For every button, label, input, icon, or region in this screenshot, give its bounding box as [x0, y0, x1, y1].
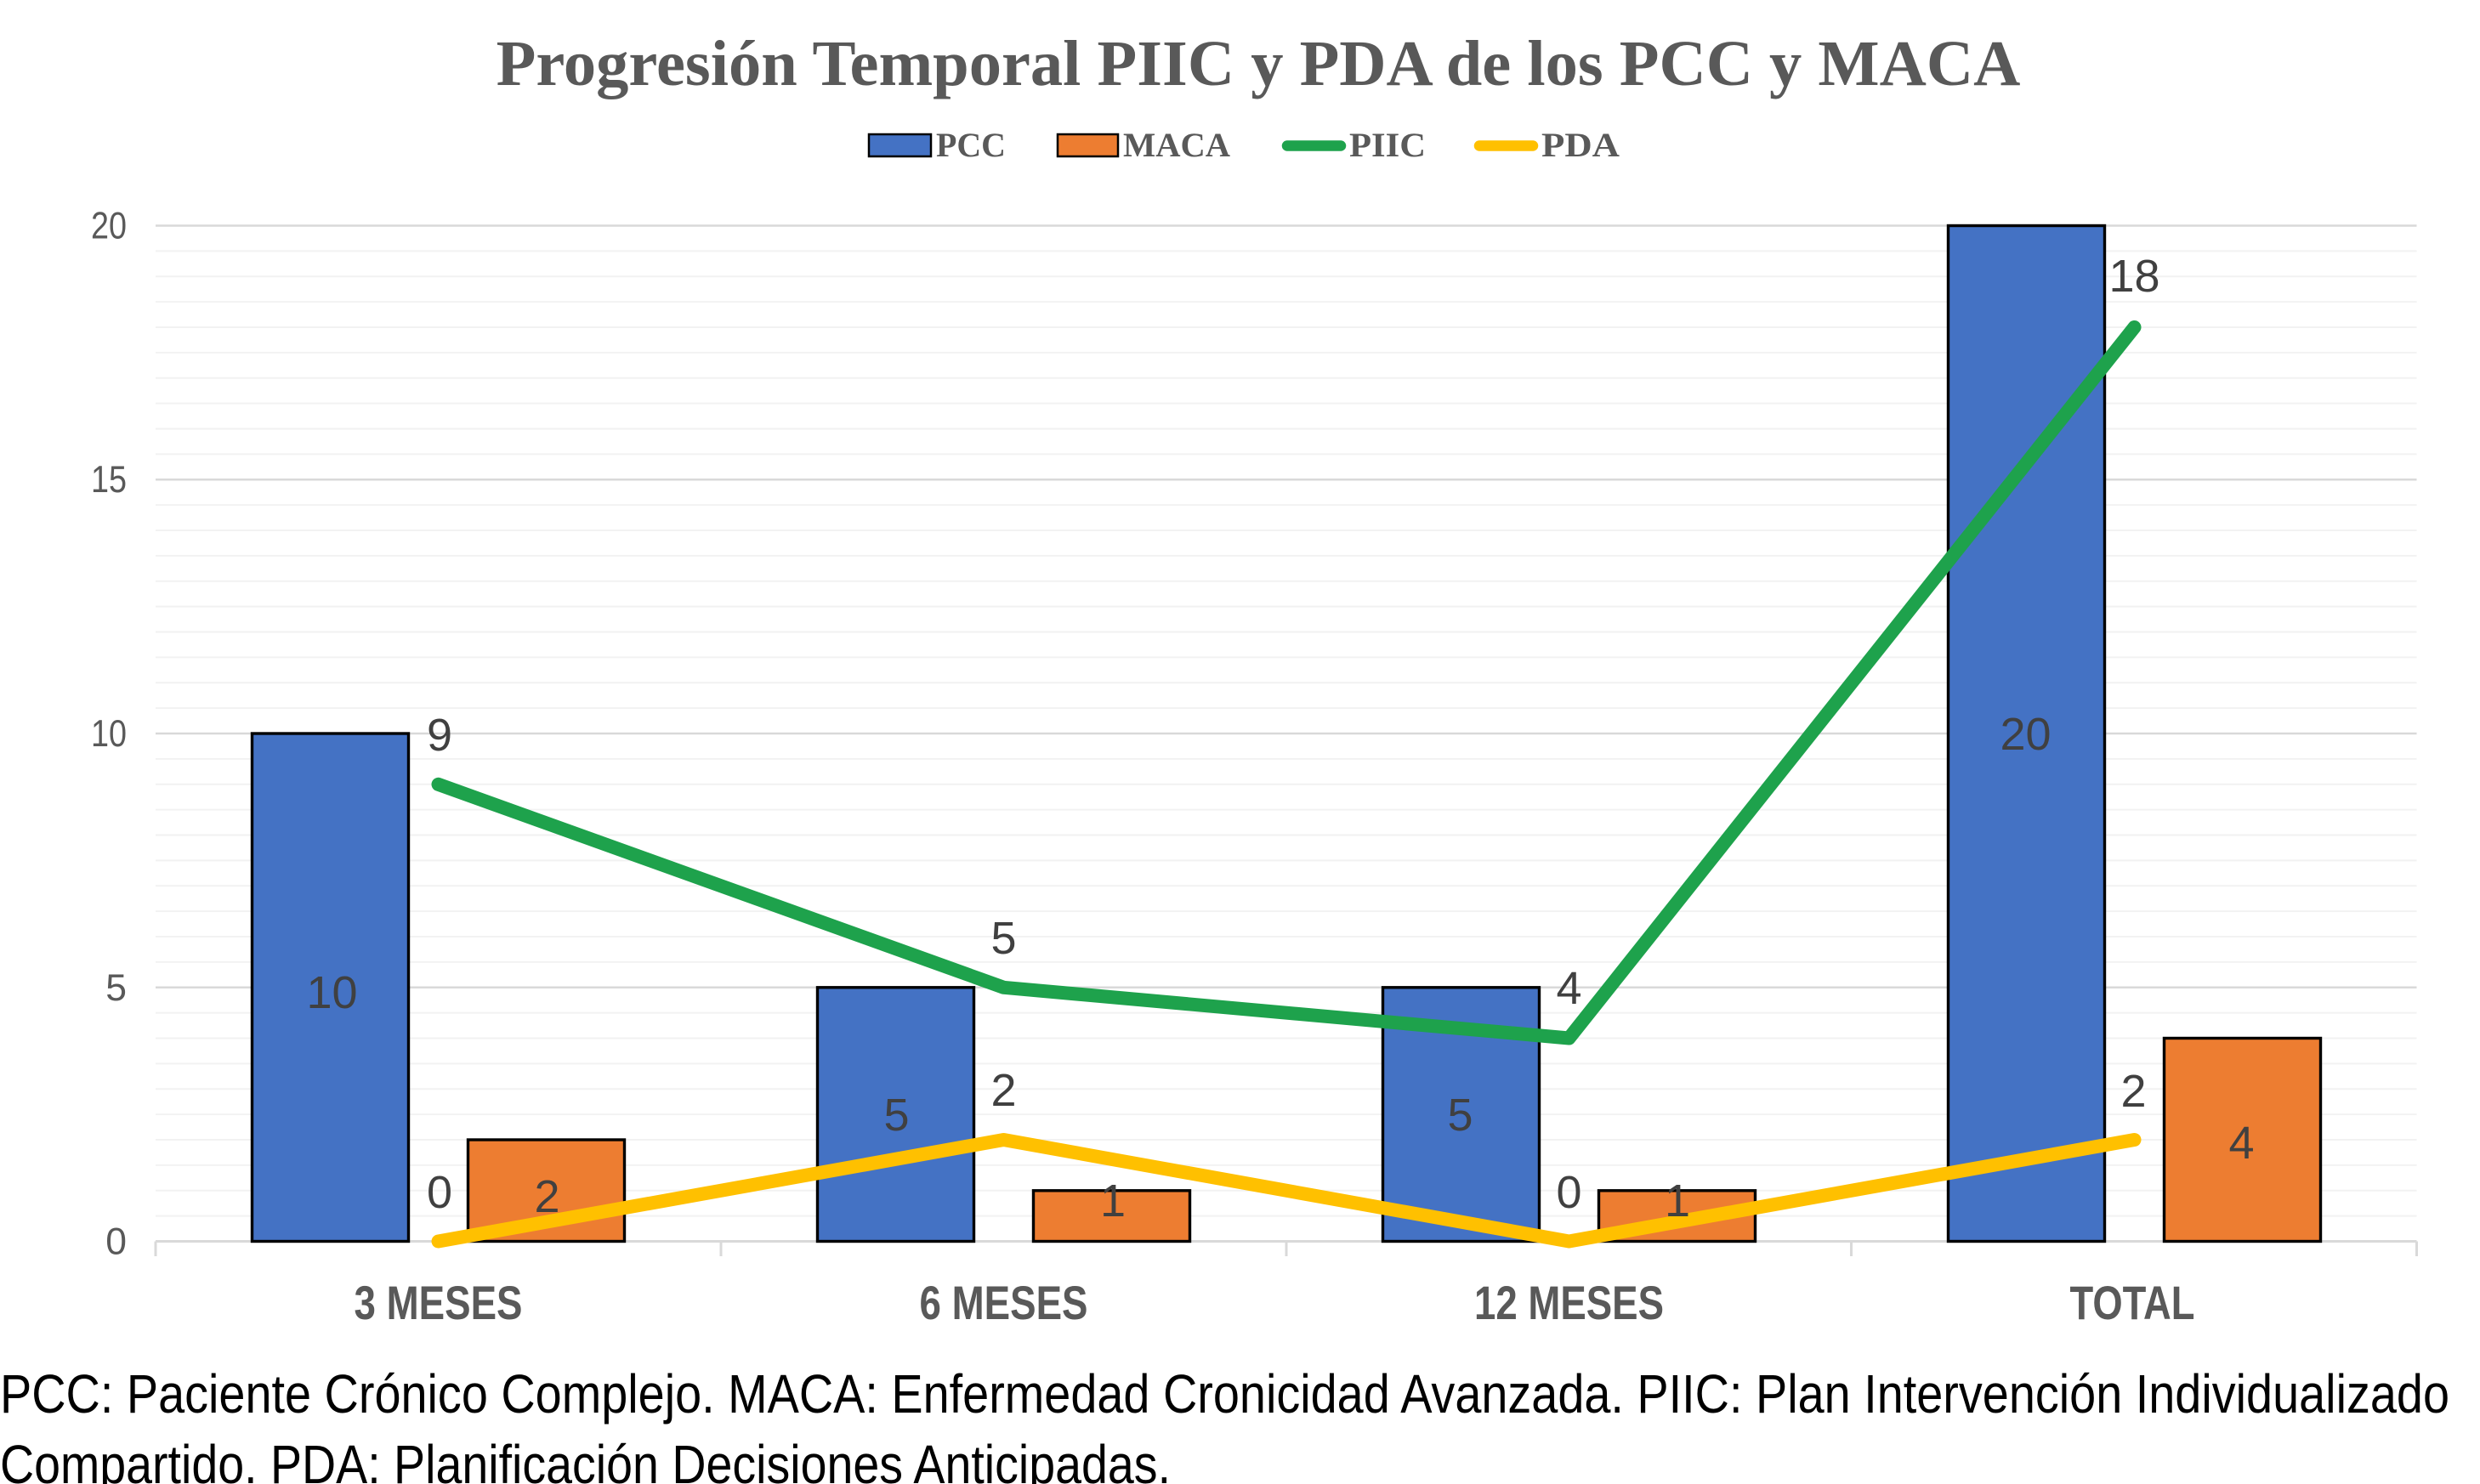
svg-text:0: 0	[1556, 1167, 1581, 1218]
svg-text:5: 5	[990, 913, 1016, 964]
svg-text:PCC: Paciente Crónico Complejo: PCC: Paciente Crónico Complejo. MACA: En…	[0, 1363, 2449, 1425]
svg-text:PDA: PDA	[1541, 126, 1620, 164]
svg-text:18: 18	[2108, 251, 2159, 302]
svg-text:2: 2	[2120, 1066, 2146, 1117]
svg-text:MACA: MACA	[1123, 126, 1230, 164]
svg-text:0: 0	[105, 1221, 127, 1263]
svg-text:10: 10	[91, 713, 127, 755]
svg-text:5: 5	[883, 1090, 909, 1141]
svg-text:PCC: PCC	[936, 126, 1006, 164]
svg-text:20: 20	[2000, 709, 2051, 760]
svg-text:TOTAL: TOTAL	[2070, 1276, 2195, 1329]
svg-text:PIIC: PIIC	[1349, 126, 1426, 164]
svg-text:0: 0	[427, 1167, 452, 1218]
svg-text:9: 9	[427, 710, 452, 761]
svg-text:1: 1	[1100, 1175, 1126, 1226]
svg-text:6 MESES: 6 MESES	[920, 1276, 1088, 1329]
svg-text:5: 5	[105, 967, 127, 1009]
svg-text:2: 2	[990, 1065, 1016, 1116]
svg-text:2: 2	[534, 1171, 559, 1222]
svg-text:4: 4	[2228, 1118, 2254, 1169]
svg-text:1: 1	[1665, 1175, 1690, 1226]
svg-text:3 MESES: 3 MESES	[355, 1276, 523, 1329]
svg-text:Compartido. PDA: Planificación: Compartido. PDA: Planificación Decisione…	[0, 1434, 1171, 1484]
svg-text:12 MESES: 12 MESES	[1474, 1276, 1664, 1329]
svg-text:Progresión Temporal PIIC y PDA: Progresión Temporal PIIC y PDA de los PC…	[497, 27, 2021, 99]
svg-text:15: 15	[91, 459, 127, 501]
svg-text:5: 5	[1447, 1090, 1473, 1141]
svg-text:4: 4	[1556, 963, 1581, 1014]
svg-text:20: 20	[91, 206, 127, 247]
svg-text:10: 10	[306, 967, 357, 1018]
